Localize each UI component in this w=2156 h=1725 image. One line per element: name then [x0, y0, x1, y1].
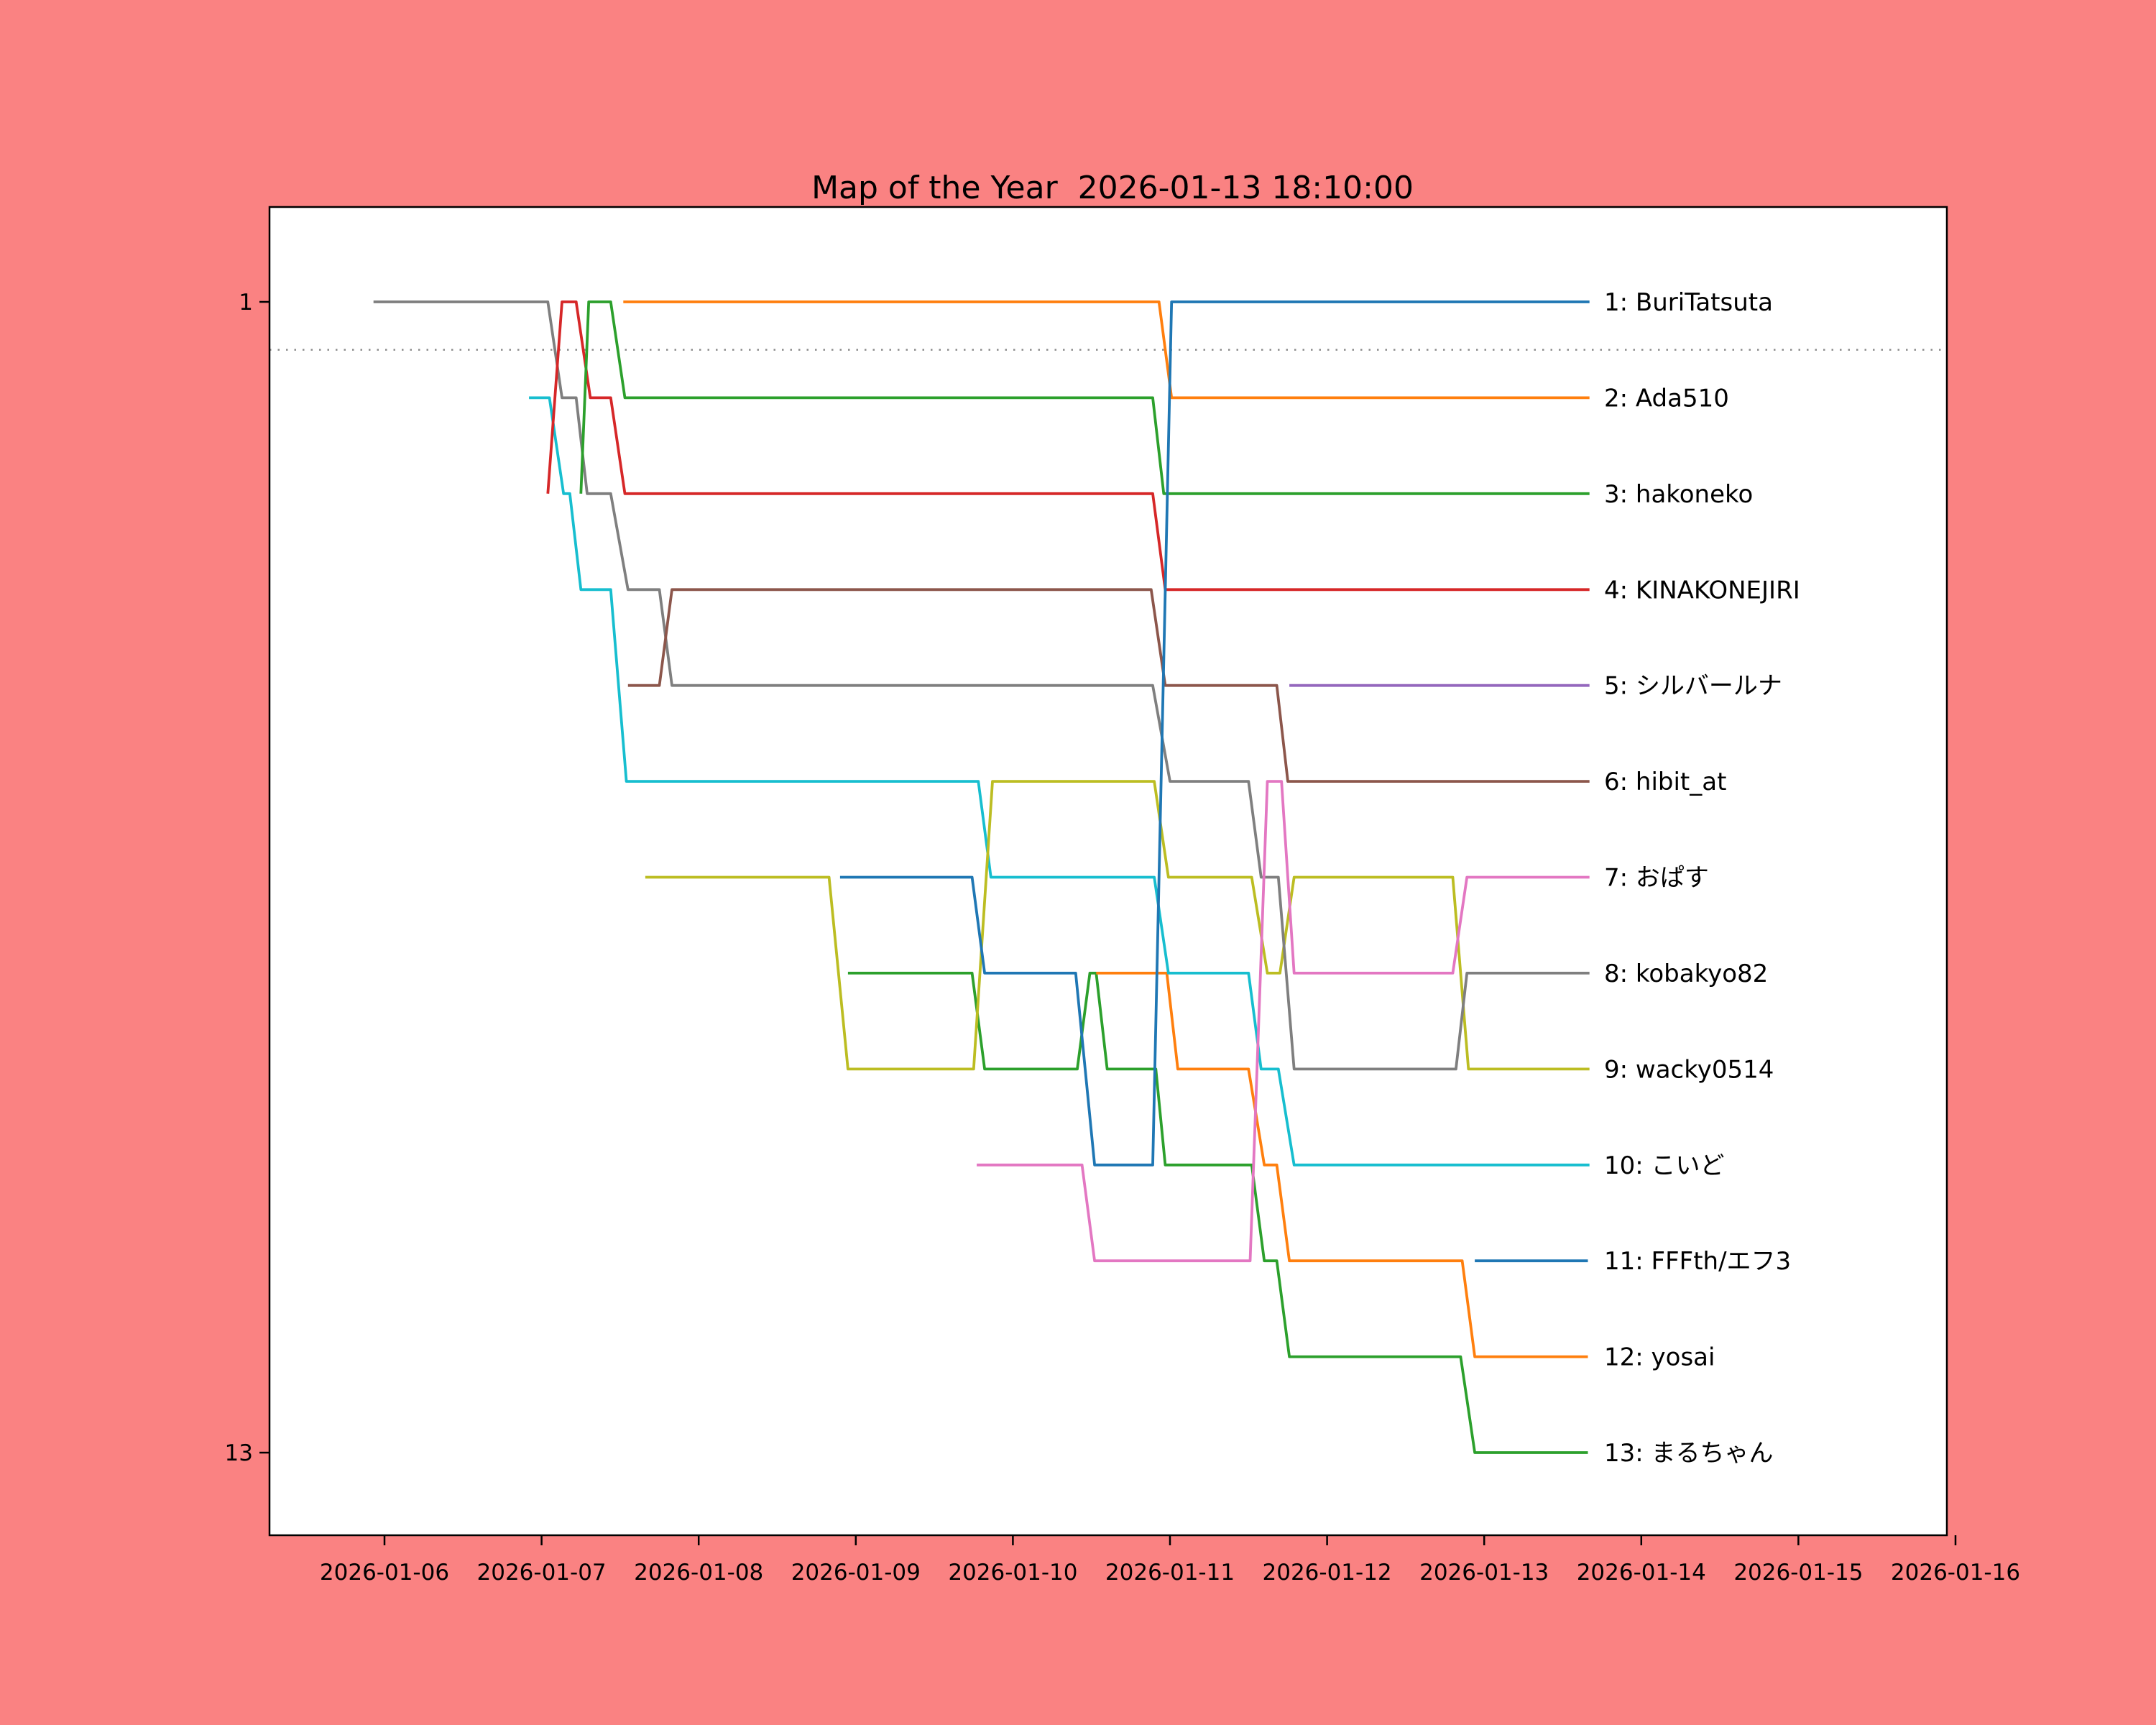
y-tick-label: 13: [225, 1440, 253, 1466]
rank-label-7: 7: おぱす: [1604, 864, 1709, 893]
series-line-Ada510: [623, 300, 1590, 400]
y-axis-layer: 1 13: [225, 290, 270, 1466]
plot-area: [270, 207, 1947, 1535]
x-axis-layer: 2026-01-06 2026-01-07 2026-01-08 2026-01-09…: [320, 1535, 2020, 1586]
series-lines-layer: [373, 300, 1590, 1454]
x-tick-label: 2026-01-06: [320, 1560, 449, 1586]
x-tick-label: 2026-01-11: [1105, 1560, 1235, 1586]
series-line-wacky0514: [645, 780, 1590, 1071]
x-tick-label: 2026-01-13: [1419, 1560, 1549, 1586]
series-line-まるちゃん: [847, 972, 1588, 1454]
plot-frame: [268, 206, 1948, 1537]
series-line-hibit_at: [627, 588, 1590, 783]
series-line-BuriTatsuta: [839, 300, 1590, 1167]
rank-label-3: 3: hakoneko: [1604, 480, 1753, 509]
x-tick-label: 2026-01-12: [1263, 1560, 1392, 1586]
rank-label-4: 4: KINAKONEJIRI: [1604, 576, 1800, 604]
rank-label-9: 9: wacky0514: [1604, 1055, 1774, 1084]
rank-label-13: 13: まるちゃん: [1604, 1439, 1774, 1468]
rank-label-12: 12: yosai: [1604, 1343, 1715, 1372]
series-line-hakoneko: [579, 300, 1590, 495]
rank-labels-layer: 1: BuriTatsuta 2: Ada510 3: hakoneko 4: KIN…: [1604, 288, 1800, 1468]
x-tick-label: 2026-01-09: [791, 1560, 921, 1586]
x-tick-label: 2026-01-15: [1733, 1560, 1863, 1586]
series-line-KINAKONEJIRI: [546, 300, 1590, 592]
y-tick-label: 1: [239, 290, 253, 316]
rank-label-5: 5: シルバールナ: [1604, 672, 1782, 701]
x-tick-label: 2026-01-10: [948, 1560, 1077, 1586]
chart-title: Map of the Year 2026-01-13 18:10:00: [811, 170, 1414, 206]
rank-label-6: 6: hibit_at: [1604, 768, 1726, 796]
series-line-おぱす: [977, 780, 1590, 1263]
series-line-yosai: [1096, 972, 1588, 1358]
x-tick-label: 2026-01-07: [477, 1560, 607, 1586]
x-tick-label: 2026-01-08: [634, 1560, 763, 1586]
series-line-こいど: [529, 396, 1590, 1167]
rank-label-1: 1: BuriTatsuta: [1604, 288, 1773, 317]
rank-label-8: 8: kobakyo82: [1604, 960, 1768, 988]
rank-label-11: 11: FFFth/エフ3: [1604, 1247, 1791, 1276]
rank-label-2: 2: Ada510: [1604, 384, 1729, 413]
x-tick-label: 2026-01-16: [1891, 1560, 2020, 1586]
series-line-kobakyo82: [373, 300, 1590, 1071]
rank-label-10: 10: こいど: [1604, 1151, 1725, 1180]
x-tick-label: 2026-01-14: [1577, 1560, 1706, 1586]
